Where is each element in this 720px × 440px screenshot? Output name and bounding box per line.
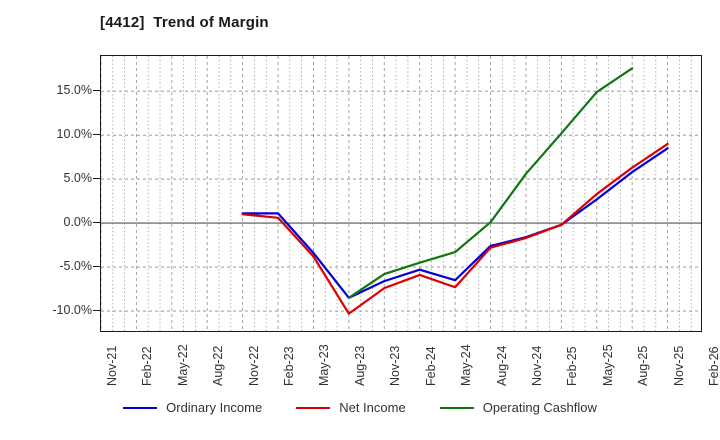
y-axis-tick-mark <box>93 222 100 224</box>
legend-item[interactable]: Operating Cashflow <box>439 400 597 415</box>
series-lines <box>241 67 669 315</box>
series-line <box>241 142 669 315</box>
x-axis-tick-label: Aug-24 <box>494 345 509 386</box>
x-axis-tick-label: Feb-22 <box>140 346 155 386</box>
chart-title: [4412] Trend of Margin <box>100 14 269 31</box>
y-axis-tick-mark <box>93 90 100 92</box>
x-axis-tick-label: Nov-21 <box>105 345 119 386</box>
y-axis-tick-label: 0.0% <box>63 215 93 230</box>
x-axis-tick-label: Feb-25 <box>565 346 580 386</box>
legend-label: Operating Cashflow <box>482 400 597 415</box>
legend-color-swatch <box>439 406 474 409</box>
x-axis-tick-label: May-25 <box>600 344 615 386</box>
series-line <box>347 67 634 299</box>
x-axis-tick-label: May-24 <box>459 344 474 386</box>
y-axis-tick-label: 10.0% <box>56 127 92 142</box>
gridlines <box>101 56 701 331</box>
legend-label: Net Income <box>339 400 406 415</box>
legend-item[interactable]: Net Income <box>296 400 406 415</box>
x-axis-tick-label: Aug-25 <box>636 345 651 386</box>
legend-color-swatch <box>123 406 158 409</box>
legend-label: Ordinary Income <box>166 400 263 415</box>
plot-area <box>100 55 702 332</box>
x-axis-tick-label: Feb-23 <box>282 346 297 386</box>
x-axis-tick-label: Nov-22 <box>246 345 261 386</box>
y-axis-tick-label: -10.0% <box>52 303 92 318</box>
y-axis-tick-label: 15.0% <box>56 83 92 98</box>
x-axis-tick-label: Nov-24 <box>529 345 544 386</box>
x-axis-tick-label: Nov-25 <box>671 345 686 386</box>
x-axis-tick-label: Nov-23 <box>388 345 403 386</box>
x-axis-tick-label: Feb-26 <box>707 346 720 386</box>
legend-item[interactable]: Ordinary Income <box>123 400 262 415</box>
x-axis-tick-label: May-22 <box>175 344 190 386</box>
chart-legend: Ordinary Income Net Income Operating Cashf… <box>0 400 720 415</box>
series-line <box>241 147 669 299</box>
x-axis-tick-label: May-23 <box>317 344 332 386</box>
x-axis-tick-label: Aug-22 <box>211 345 226 386</box>
y-axis-tick-label: 5.0% <box>63 171 93 186</box>
x-axis-tick-label: Aug-23 <box>352 345 367 386</box>
y-axis-tick-label: -5.0% <box>59 259 92 274</box>
y-axis-tick-mark <box>93 266 100 268</box>
x-axis-tick-label: Feb-24 <box>423 346 438 386</box>
y-axis-tick-mark <box>93 178 100 180</box>
y-axis-tick-mark <box>93 310 100 312</box>
legend-color-swatch <box>296 406 331 409</box>
y-axis-tick-mark <box>93 134 100 136</box>
